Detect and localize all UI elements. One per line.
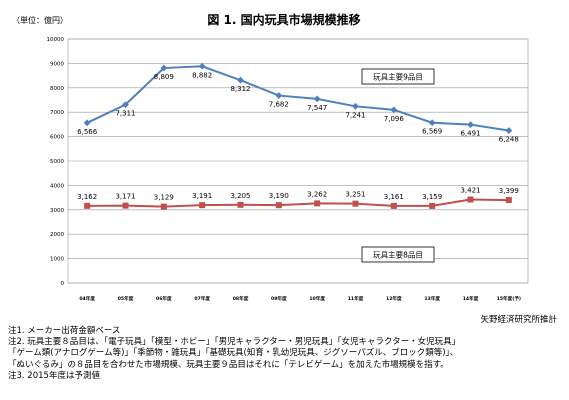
x-tick-label: 06年度 xyxy=(156,295,172,302)
data-point xyxy=(467,196,474,203)
data-label: 3,171 xyxy=(115,193,135,201)
data-label: 3,262 xyxy=(307,190,327,198)
y-tick-label: 7000 xyxy=(50,110,64,116)
notes: 注1. メーカー出荷金額ベース 注2. 玩具主要８品目は、「電子玩具」「模型・ホ… xyxy=(8,326,566,382)
data-point xyxy=(352,102,359,110)
note-line: 注1. メーカー出荷金額ベース xyxy=(8,326,121,336)
legend-label-8: 玩具主要8品目 xyxy=(373,250,423,260)
note-line: 注2. 玩具主要８品目は、「電子玩具」「模型・ホビー」「男児キャラクター・男児玩… xyxy=(8,337,461,348)
data-point xyxy=(428,119,436,127)
series-line xyxy=(86,65,509,132)
data-point xyxy=(198,62,206,70)
data-label: 6,569 xyxy=(422,128,442,136)
data-label: 3,205 xyxy=(230,192,250,200)
series xyxy=(83,62,513,210)
data-point xyxy=(84,202,91,209)
legend-label-9: 玩具主要9品目 xyxy=(373,72,423,82)
y-tick-label: 8000 xyxy=(50,86,64,92)
data-point xyxy=(122,101,129,109)
data-point xyxy=(275,92,283,99)
data-labels: 6,566 7,311 8,809 8,882 8,312 7,682 7,547 7,241… xyxy=(77,71,519,201)
data-label: 7,096 xyxy=(384,115,405,123)
series-line xyxy=(87,198,509,208)
x-tick-label: 09年度 xyxy=(271,295,287,302)
data-label: 6,248 xyxy=(499,136,519,144)
y-tick-label: 3000 xyxy=(50,208,64,214)
y-tick-label: 1000 xyxy=(50,257,64,263)
data-point xyxy=(160,64,168,72)
x-tick-label: 05年度 xyxy=(118,295,134,302)
y-tick-label: 5000 xyxy=(50,159,64,165)
x-tick-label: 12年度 xyxy=(386,295,402,302)
data-label: 3,162 xyxy=(77,193,97,201)
data-label: 3,161 xyxy=(384,193,404,201)
data-point xyxy=(467,121,474,129)
data-label: 3,159 xyxy=(422,193,442,201)
data-label: 7,241 xyxy=(345,111,365,119)
data-label: 6,491 xyxy=(460,130,480,138)
data-point xyxy=(199,202,206,209)
data-label: 7,311 xyxy=(115,110,135,118)
data-point xyxy=(83,119,91,127)
x-axis-ticks: 04年度 05年度 06年度 07年度 08年度 09年度 10年度 11年度 12年度 13年度… xyxy=(79,295,521,302)
y-tick-label: 6000 xyxy=(50,135,64,141)
x-tick-label: 10年度 xyxy=(309,295,325,302)
x-tick-label: 07年度 xyxy=(194,295,210,302)
legend-box-8 xyxy=(361,246,435,263)
y-tick-label: 10000 xyxy=(47,37,65,43)
source-label: 矢野経済研究所推計 xyxy=(480,314,557,325)
gridlines xyxy=(67,38,529,284)
data-label: 3,251 xyxy=(345,191,365,199)
note-line: 注3. 2015年度は予測値 xyxy=(8,370,100,381)
data-point xyxy=(505,197,512,204)
legend-box-9 xyxy=(361,68,435,85)
y-tick-label: 4000 xyxy=(50,183,64,189)
unit-label: （単位：億円） xyxy=(12,15,68,25)
data-label: 8,809 xyxy=(154,73,174,81)
x-tick-label: 15年度(予) xyxy=(497,295,521,302)
data-point xyxy=(314,200,321,207)
y-tick-label: 9000 xyxy=(50,61,64,67)
data-point xyxy=(237,76,244,84)
data-label: 6,566 xyxy=(77,128,98,136)
data-label: 3,191 xyxy=(192,192,212,200)
data-point xyxy=(390,106,398,114)
data-point xyxy=(313,95,321,103)
data-point xyxy=(160,203,167,210)
y-axis-ticks: 0 1000 2000 3000 4000 5000 6000 7000 8000 9000 100… xyxy=(47,37,65,287)
data-point xyxy=(275,202,282,209)
x-tick-label: 04年度 xyxy=(79,295,95,302)
y-tick-label: 0 xyxy=(61,281,65,287)
data-label: 8,882 xyxy=(192,71,212,79)
x-tick-label: 14年度 xyxy=(463,295,479,302)
data-label: 3,399 xyxy=(499,187,519,195)
x-tick-label: 13年度 xyxy=(424,295,440,302)
data-label: 3,190 xyxy=(269,192,289,200)
data-label: 8,312 xyxy=(230,85,250,93)
note-line: 「ゲーム類(アナログゲーム等)」「季節物・雑玩具」「基礎玩具(知育・乳幼児玩具、… xyxy=(8,348,459,359)
data-label: 7,682 xyxy=(269,101,289,109)
plot-border xyxy=(67,38,529,284)
data-point xyxy=(390,202,397,209)
data-point xyxy=(505,127,513,134)
data-point xyxy=(122,202,129,209)
data-label: 3,421 xyxy=(460,187,480,195)
data-point xyxy=(352,200,359,207)
data-label: 7,547 xyxy=(307,104,327,112)
x-tick-label: 08年度 xyxy=(233,295,249,302)
data-label: 3,129 xyxy=(154,194,174,202)
chart-title: 図 1. 国内玩具市場規模推移 xyxy=(207,12,360,27)
note-line: 「ぬいぐるみ」の８品目を合わせた市場規模、玩具主要９品目はそれに「テレビゲーム」… xyxy=(8,359,449,370)
chart: 図 1. 国内玩具市場規模推移 （単位：億円） 0 1000 2000 3000 400… xyxy=(12,12,557,325)
data-point xyxy=(429,202,436,209)
y-tick-label: 2000 xyxy=(50,232,64,238)
x-tick-label: 11年度 xyxy=(348,295,364,302)
data-point xyxy=(237,201,244,208)
